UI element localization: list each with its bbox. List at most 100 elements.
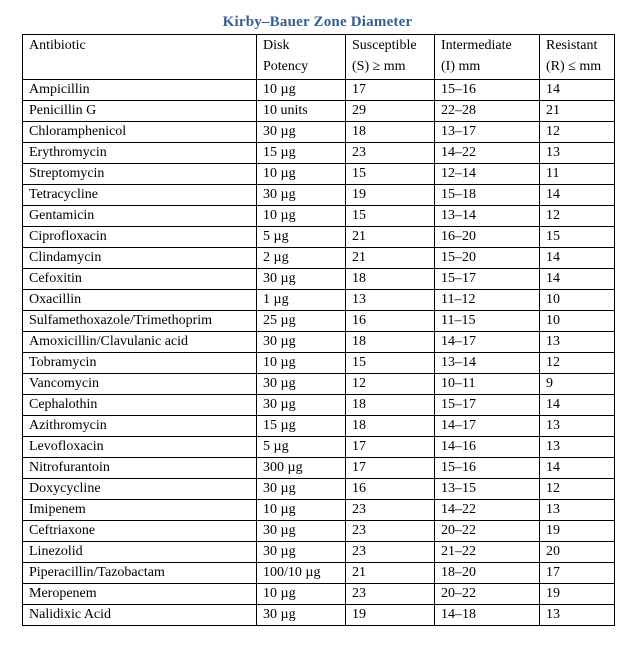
cell-resistant: 9 (539, 373, 615, 395)
cell-intermediate: 13–14 (434, 205, 540, 227)
cell-intermediate: 10–11 (434, 373, 540, 395)
cell-resistant: 14 (539, 457, 615, 479)
cell-disk-potency: 30 µg (256, 373, 346, 395)
cell-susceptible: 21 (345, 226, 435, 248)
col-header-resistant-line2: (R) ≤ mm (546, 59, 602, 74)
table-row: Cefoxitin 30 µg 18 15–17 14 (22, 268, 615, 290)
cell-antibiotic: Vancomycin (22, 373, 257, 395)
cell-disk-potency: 15 µg (256, 142, 346, 164)
cell-intermediate: 13–15 (434, 478, 540, 500)
cell-antibiotic: Erythromycin (22, 142, 257, 164)
table-row: Tetracycline 30 µg 19 15–18 14 (22, 184, 615, 206)
cell-resistant: 12 (539, 205, 615, 227)
table-row: Clindamycin 2 µg 21 15–20 14 (22, 247, 615, 269)
cell-antibiotic: Azithromycin (22, 415, 257, 437)
cell-susceptible: 23 (345, 142, 435, 164)
cell-disk-potency: 300 µg (256, 457, 346, 479)
cell-antibiotic: Linezolid (22, 541, 257, 563)
cell-antibiotic: Amoxicillin/Clavulanic acid (22, 331, 257, 353)
cell-disk-potency: 15 µg (256, 415, 346, 437)
cell-intermediate: 20–22 (434, 583, 540, 605)
cell-disk-potency: 5 µg (256, 436, 346, 458)
col-header-susceptible-line1: Susceptible (352, 38, 417, 53)
col-header-intermediate: Intermediate (I) mm (434, 34, 540, 80)
cell-disk-potency: 10 µg (256, 205, 346, 227)
cell-resistant: 15 (539, 226, 615, 248)
cell-susceptible: 23 (345, 499, 435, 521)
cell-susceptible: 12 (345, 373, 435, 395)
cell-resistant: 20 (539, 541, 615, 563)
cell-disk-potency: 30 µg (256, 541, 346, 563)
cell-antibiotic: Oxacillin (22, 289, 257, 311)
cell-susceptible: 13 (345, 289, 435, 311)
cell-disk-potency: 10 µg (256, 352, 346, 374)
cell-antibiotic: Nalidixic Acid (22, 604, 257, 626)
cell-disk-potency: 30 µg (256, 478, 346, 500)
table-row: Nalidixic Acid 30 µg 19 14–18 13 (22, 604, 615, 626)
cell-intermediate: 14–17 (434, 331, 540, 353)
cell-intermediate: 14–18 (434, 604, 540, 626)
col-header-resistant: Resistant (R) ≤ mm (539, 34, 615, 80)
cell-antibiotic: Cefoxitin (22, 268, 257, 290)
table-row: Oxacillin 1 µg 13 11–12 10 (22, 289, 615, 311)
cell-disk-potency: 2 µg (256, 247, 346, 269)
cell-intermediate: 15–18 (434, 184, 540, 206)
cell-resistant: 13 (539, 499, 615, 521)
cell-susceptible: 16 (345, 478, 435, 500)
cell-antibiotic: Sulfamethoxazole/Trimethoprim (22, 310, 257, 332)
table-row: Gentamicin 10 µg 15 13–14 12 (22, 205, 615, 227)
col-header-antibiotic: Antibiotic (22, 34, 257, 80)
cell-resistant: 14 (539, 247, 615, 269)
table-row: Imipenem 10 µg 23 14–22 13 (22, 499, 615, 521)
cell-resistant: 14 (539, 184, 615, 206)
cell-intermediate: 15–20 (434, 247, 540, 269)
cell-intermediate: 22–28 (434, 100, 540, 122)
cell-resistant: 12 (539, 121, 615, 143)
page-title: Kirby–Bauer Zone Diameter (222, 14, 413, 30)
cell-intermediate: 14–16 (434, 436, 540, 458)
cell-intermediate: 18–20 (434, 562, 540, 584)
cell-antibiotic: Ceftriaxone (22, 520, 257, 542)
table-row: Azithromycin 15 µg 18 14–17 13 (22, 415, 615, 437)
cell-intermediate: 14–22 (434, 142, 540, 164)
cell-resistant: 14 (539, 79, 615, 101)
cell-disk-potency: 10 µg (256, 163, 346, 185)
cell-susceptible: 29 (345, 100, 435, 122)
cell-antibiotic: Ciprofloxacin (22, 226, 257, 248)
cell-antibiotic: Penicillin G (22, 100, 257, 122)
cell-disk-potency: 30 µg (256, 331, 346, 353)
cell-disk-potency: 30 µg (256, 394, 346, 416)
cell-intermediate: 13–14 (434, 352, 540, 374)
cell-resistant: 13 (539, 415, 615, 437)
cell-intermediate: 13–17 (434, 121, 540, 143)
col-header-susceptible: Susceptible (S) ≥ mm (345, 34, 435, 80)
table-row: Sulfamethoxazole/Trimethoprim 25 µg 16 11–1… (22, 310, 615, 332)
cell-disk-potency: 1 µg (256, 289, 346, 311)
cell-susceptible: 18 (345, 394, 435, 416)
cell-intermediate: 14–22 (434, 499, 540, 521)
col-header-resistant-line1: Resistant (546, 38, 598, 53)
cell-antibiotic: Imipenem (22, 499, 257, 521)
cell-antibiotic: Clindamycin (22, 247, 257, 269)
table-row: Streptomycin 10 µg 15 12–14 11 (22, 163, 615, 185)
cell-antibiotic: Gentamicin (22, 205, 257, 227)
cell-disk-potency: 10 µg (256, 583, 346, 605)
cell-susceptible: 18 (345, 268, 435, 290)
cell-antibiotic: Streptomycin (22, 163, 257, 185)
cell-disk-potency: 30 µg (256, 184, 346, 206)
col-header-susceptible-line2: (S) ≥ mm (352, 59, 406, 74)
cell-susceptible: 23 (345, 520, 435, 542)
col-header-disk-potency-line2: Potency (263, 59, 309, 74)
header-row: Antibiotic Disk Potency Susceptible (S) … (22, 34, 615, 80)
cell-resistant: 13 (539, 436, 615, 458)
table-row: Ceftriaxone 30 µg 23 20–22 19 (22, 520, 615, 542)
cell-disk-potency: 25 µg (256, 310, 346, 332)
cell-antibiotic: Levofloxacin (22, 436, 257, 458)
cell-resistant: 14 (539, 394, 615, 416)
cell-resistant: 14 (539, 268, 615, 290)
table-row: Amoxicillin/Clavulanic acid 30 µg 18 14–17 1… (22, 331, 615, 353)
cell-intermediate: 12–14 (434, 163, 540, 185)
cell-resistant: 19 (539, 520, 615, 542)
cell-disk-potency: 30 µg (256, 604, 346, 626)
table-row: Vancomycin 30 µg 12 10–11 9 (22, 373, 615, 395)
